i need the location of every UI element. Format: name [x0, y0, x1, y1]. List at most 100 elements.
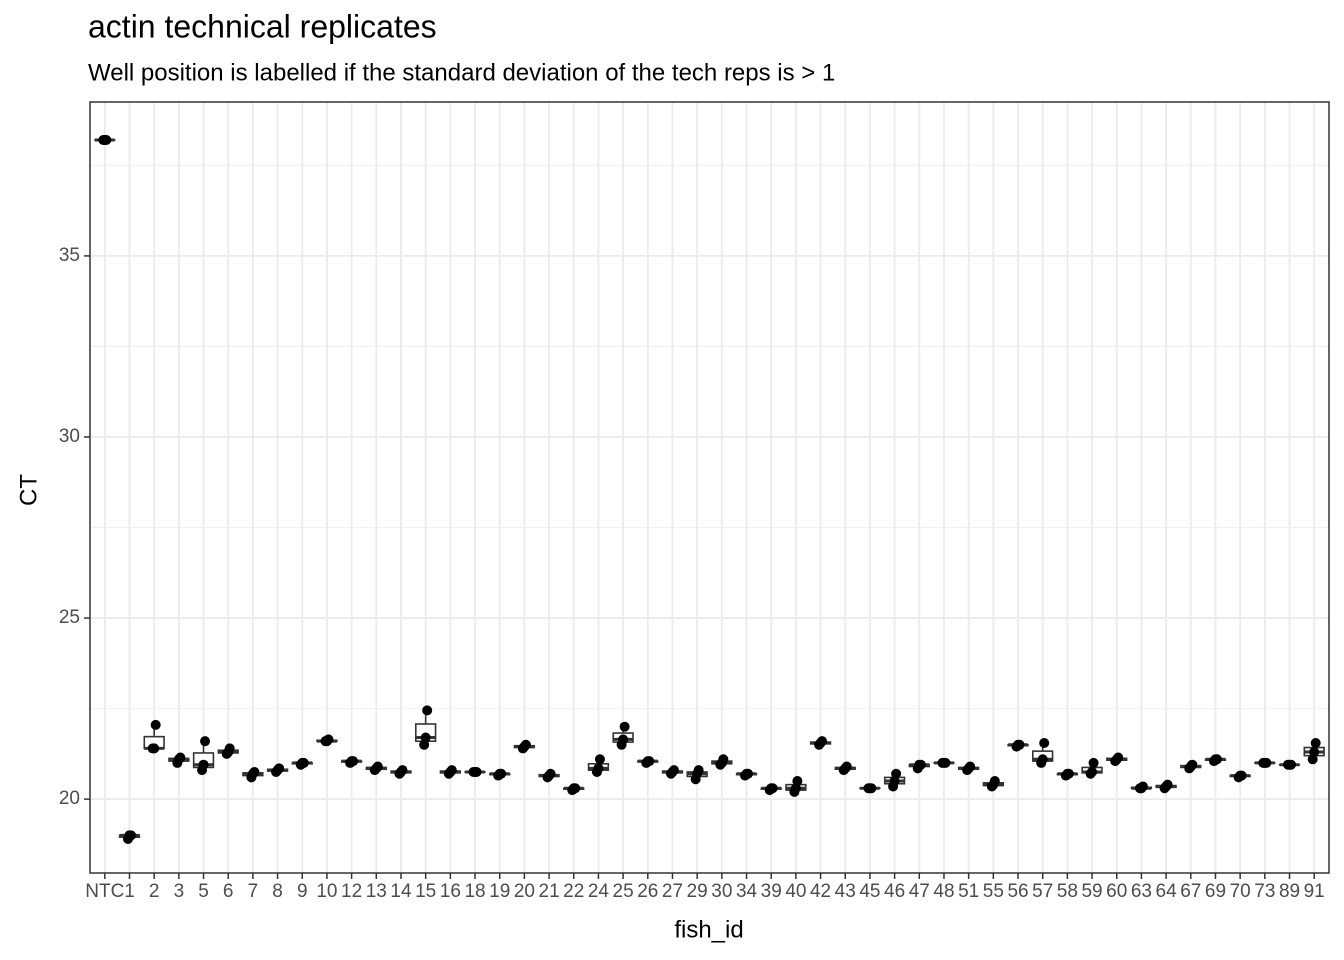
point	[496, 768, 507, 779]
x-tick-label: 9	[297, 881, 308, 902]
point	[149, 743, 160, 754]
x-tick-label: 51	[958, 881, 979, 902]
x-tick-label: 47	[909, 881, 930, 902]
point	[866, 783, 877, 794]
point	[718, 754, 729, 765]
panel-border	[89, 101, 1330, 874]
x-tick-label: 30	[711, 881, 732, 902]
x-tick-label: 91	[1304, 881, 1325, 902]
x-tick-label: 26	[637, 881, 658, 902]
x-tick-label: 42	[810, 881, 831, 902]
point	[644, 756, 655, 767]
point	[175, 752, 186, 763]
point	[593, 763, 604, 774]
point	[150, 719, 161, 730]
x-tick-label: 25	[613, 881, 634, 902]
point	[1088, 757, 1099, 768]
x-tick-label: 2	[149, 881, 160, 902]
x-axis-label: fish_id	[674, 916, 743, 943]
point	[1309, 747, 1320, 758]
point	[618, 734, 629, 745]
x-tick-label: 22	[563, 881, 584, 902]
x-tick-label: 20	[514, 881, 535, 902]
x-tick-label: 70	[1230, 881, 1251, 902]
point	[989, 776, 1000, 787]
x-tick-label: 6	[223, 881, 234, 902]
point	[397, 765, 408, 776]
point	[323, 734, 334, 745]
point	[1063, 768, 1074, 779]
x-tick-label: 3	[174, 881, 185, 902]
x-tick-label: 67	[1180, 881, 1201, 902]
point	[471, 766, 482, 777]
x-tick-label: 29	[687, 881, 708, 902]
point	[274, 763, 285, 774]
x-tick-label: 58	[1057, 881, 1078, 902]
x-tick-label: 10	[316, 881, 337, 902]
point	[570, 783, 581, 794]
x-tick-label: 8	[272, 881, 283, 902]
x-tick-label: 13	[366, 881, 387, 902]
x-tick-label: 34	[736, 881, 758, 902]
point	[693, 765, 704, 776]
point	[1137, 781, 1148, 792]
point	[915, 759, 926, 770]
point	[348, 756, 359, 767]
x-tick-label: 43	[835, 881, 856, 902]
point	[545, 768, 556, 779]
x-tick-label: 56	[1007, 881, 1028, 902]
x-tick-label: 89	[1279, 881, 1300, 902]
x-tick-label: 21	[539, 881, 560, 902]
point	[1211, 754, 1222, 765]
x-tick-label: 24	[588, 881, 610, 902]
x-tick-label: 27	[662, 881, 683, 902]
point	[520, 739, 531, 750]
y-axis-label: CT	[15, 474, 42, 506]
point	[767, 783, 778, 794]
y-tick-label: 35	[59, 245, 80, 266]
chart-subtitle: Well position is labelled if the standar…	[88, 59, 835, 86]
x-tick-label: 5	[198, 881, 209, 902]
x-tick-label: 57	[1032, 881, 1053, 902]
x-tick-label: 40	[785, 881, 806, 902]
point	[200, 736, 211, 747]
x-tick-label: 18	[464, 881, 485, 902]
x-tick-label: 45	[859, 881, 880, 902]
point	[420, 732, 431, 743]
point	[965, 761, 976, 772]
x-tick-label: 55	[983, 881, 1004, 902]
x-tick-label: 48	[933, 881, 954, 902]
point	[298, 757, 309, 768]
x-tick-label: 39	[761, 881, 782, 902]
x-tick-label: 64	[1156, 881, 1178, 902]
x-tick-label: 46	[884, 881, 905, 902]
point	[1087, 766, 1098, 777]
point	[1261, 757, 1272, 768]
point	[1014, 739, 1025, 750]
point	[1236, 770, 1247, 781]
point	[891, 768, 902, 779]
point	[446, 765, 457, 776]
x-tick-label: 16	[440, 881, 461, 902]
point	[1286, 759, 1297, 770]
x-tick-label: 63	[1131, 881, 1152, 902]
x-tick-label: 73	[1254, 881, 1275, 902]
point	[372, 761, 383, 772]
x-tick-label: 7	[248, 881, 259, 902]
x-tick-label: 1	[124, 881, 135, 902]
point	[422, 705, 433, 716]
x-tick-label: 60	[1106, 881, 1127, 902]
point	[817, 736, 828, 747]
y-tick-label: 20	[59, 788, 80, 809]
chart-title: actin technical replicates	[88, 8, 437, 44]
x-tick-label: 19	[489, 881, 510, 902]
y-tick-label: 30	[59, 426, 80, 447]
x-tick-label: 69	[1205, 881, 1226, 902]
y-tick-label: 25	[59, 607, 80, 628]
point	[1187, 759, 1198, 770]
x-tick-label: 59	[1081, 881, 1102, 902]
x-tick-label: 14	[390, 881, 412, 902]
point	[1037, 754, 1048, 765]
point	[1310, 737, 1321, 748]
